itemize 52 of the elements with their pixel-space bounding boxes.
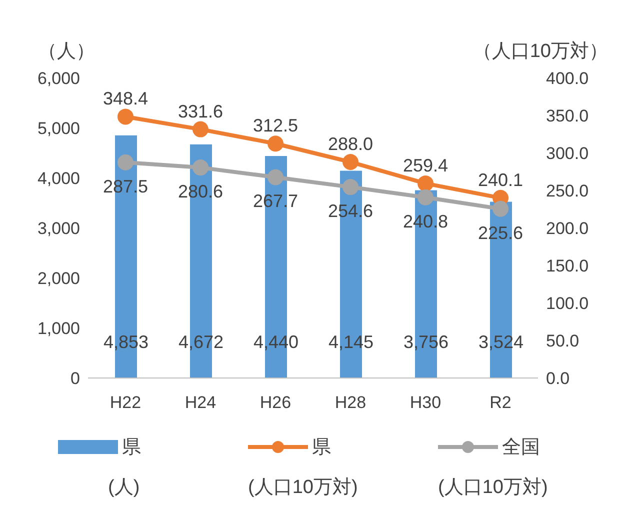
y2-tick-label: 250.0 xyxy=(546,182,589,201)
data-label: 331.6 xyxy=(178,101,224,122)
data-label: 3,524 xyxy=(478,332,524,352)
y2-tick-label: 150.0 xyxy=(546,256,589,276)
y2-axis-title: （人口10万対） xyxy=(472,40,608,64)
y2-tick-label: 50.0 xyxy=(546,332,580,351)
y-tick-label: 3,000 xyxy=(37,219,80,238)
y2-tick-label: 300.0 xyxy=(546,144,589,164)
data-label: 280.6 xyxy=(178,182,224,202)
x-tick-label: H22 xyxy=(110,393,142,412)
point xyxy=(192,160,208,176)
data-label: 287.5 xyxy=(102,176,148,196)
data-label: 348.4 xyxy=(102,88,148,109)
data-label: 312.5 xyxy=(252,116,298,136)
x-tick-label: H26 xyxy=(260,393,292,412)
y-tick-label: 2,000 xyxy=(37,269,80,288)
x-tick-label: R2 xyxy=(490,393,512,412)
point xyxy=(118,154,134,170)
x-tick-label: H24 xyxy=(184,393,216,412)
y-tick-label: 1,000 xyxy=(37,319,80,338)
legend-label: 県(人) xyxy=(108,436,141,500)
data-label: 240.1 xyxy=(478,170,524,190)
x-tick-label: H28 xyxy=(334,393,366,412)
y2-tick-label: 200.0 xyxy=(546,219,589,238)
point xyxy=(342,179,358,196)
y-tick-label: 4,000 xyxy=(37,169,80,188)
data-label: 3,756 xyxy=(403,332,449,352)
y2-tick-label: 350.0 xyxy=(546,106,589,126)
legend-label: 全国(人口10万対) xyxy=(438,436,548,500)
point xyxy=(418,189,434,206)
data-label: 240.8 xyxy=(402,211,448,232)
point xyxy=(192,121,208,138)
y2-tick-label: 0.0 xyxy=(546,369,570,388)
data-label: 254.6 xyxy=(328,201,374,222)
x-tick-label: H30 xyxy=(410,393,442,412)
point xyxy=(268,136,284,152)
point xyxy=(268,169,284,186)
point xyxy=(418,175,434,192)
legend-label: 県(人口10万対) xyxy=(248,436,358,500)
y2-tick-label: 100.0 xyxy=(546,294,589,314)
data-label: 225.6 xyxy=(478,222,524,243)
y-tick-label: 0 xyxy=(70,369,80,388)
data-label: 288.0 xyxy=(328,134,374,154)
y-tick-label: 6,000 xyxy=(37,69,80,88)
point xyxy=(492,200,508,217)
y2-tick-label: 400.0 xyxy=(546,69,589,88)
point xyxy=(118,108,134,125)
y-axis-title: （人） xyxy=(38,40,95,64)
data-label: 259.4 xyxy=(402,155,448,176)
data-label: 267.7 xyxy=(252,191,298,212)
y-tick-label: 5,000 xyxy=(37,119,80,138)
point xyxy=(342,154,358,170)
